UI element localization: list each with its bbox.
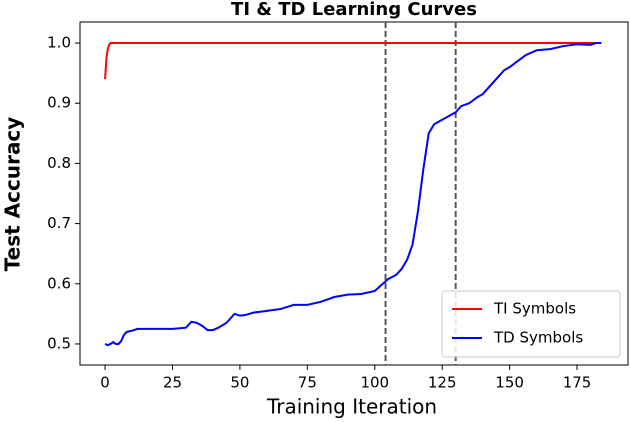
- x-tick-label: 150: [495, 374, 524, 392]
- x-tick-label: 100: [360, 374, 389, 392]
- y-tick-label: 0.8: [47, 154, 71, 172]
- x-axis-label: Training Iteration: [266, 395, 437, 419]
- x-tick-label: 175: [563, 374, 592, 392]
- x-tick-label: 125: [428, 374, 457, 392]
- y-tick-label: 0.7: [47, 214, 71, 232]
- plot-frame: [79, 21, 629, 366]
- legend-box: [441, 290, 621, 358]
- y-tick-label: 0.6: [47, 274, 71, 292]
- chart-title: TI & TD Learning Curves: [231, 0, 477, 20]
- y-tick-label: 0.5: [47, 334, 71, 352]
- y-tick-label: 1.0: [47, 34, 71, 52]
- x-tick-label: 75: [298, 374, 317, 392]
- y-axis-label: Test Accuracy: [1, 117, 25, 272]
- x-tick-label: 25: [163, 374, 182, 392]
- y-tick-label: 0.9: [47, 94, 71, 112]
- legend-label: TI Symbols: [493, 300, 576, 318]
- line-series: [104, 42, 602, 347]
- x-tick-label: 0: [100, 374, 110, 392]
- line-series: [104, 42, 602, 80]
- x-tick-label: 50: [230, 374, 249, 392]
- legend-label: TD Symbols: [493, 329, 583, 347]
